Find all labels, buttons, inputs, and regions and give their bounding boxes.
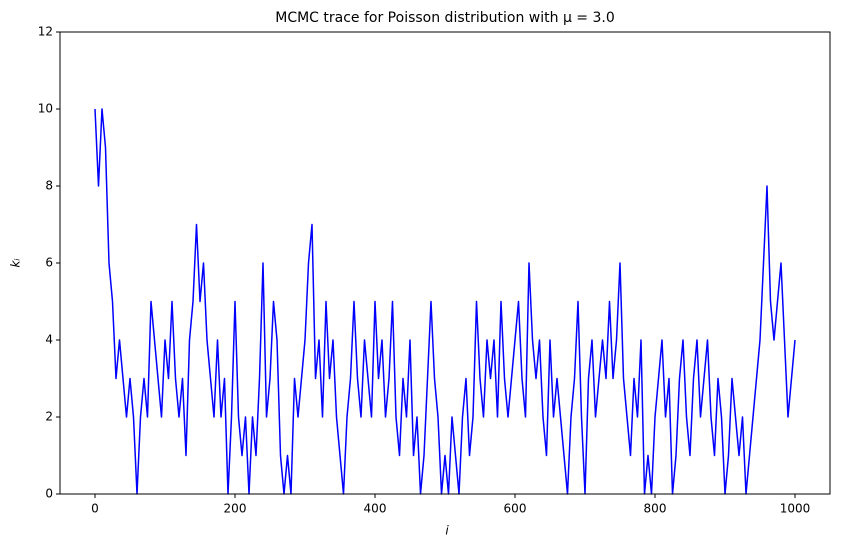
- y-tick-label: 2: [45, 410, 53, 424]
- x-tick-label: 200: [224, 502, 247, 516]
- y-tick-label: 12: [38, 25, 53, 39]
- x-tick-label: 1000: [780, 502, 811, 516]
- x-axis-label: i: [445, 524, 449, 538]
- x-tick-label: 600: [504, 502, 527, 516]
- y-tick-label: 0: [45, 487, 53, 501]
- y-tick-label: 8: [45, 179, 53, 193]
- x-tick-label: 800: [644, 502, 667, 516]
- y-axis-label: kᵢ: [9, 258, 23, 267]
- chart-title: MCMC trace for Poisson distribution with…: [275, 10, 615, 26]
- y-tick-label: 10: [38, 102, 53, 116]
- y-tick-label: 4: [45, 333, 53, 347]
- plot-frame: [59, 31, 831, 495]
- y-tick-label: 6: [45, 256, 53, 270]
- x-tick-label: 400: [364, 502, 387, 516]
- x-tick-label: 0: [91, 502, 99, 516]
- trace-line: [94, 108, 796, 495]
